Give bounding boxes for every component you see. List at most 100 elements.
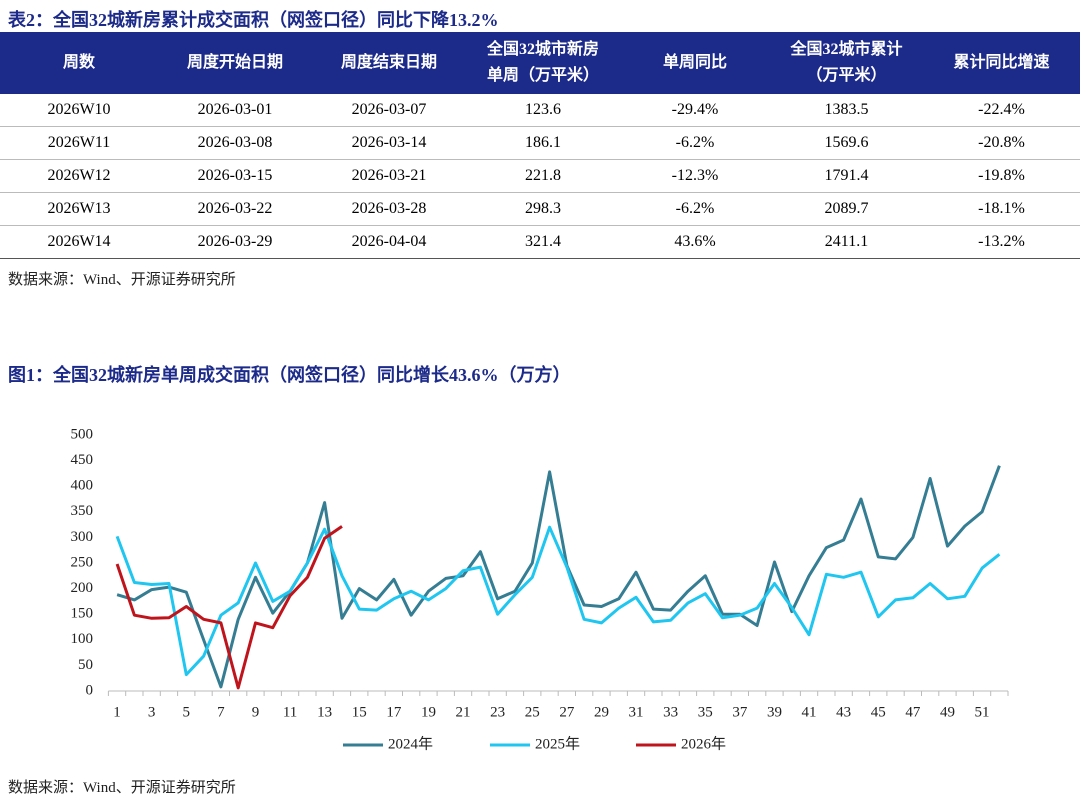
table-cell: 2026-04-04 <box>312 225 466 259</box>
x-tick-label: 5 <box>183 704 191 720</box>
series-line <box>116 465 1001 689</box>
header-text: 累计同比增速 <box>953 54 1050 71</box>
x-tick-label: 11 <box>283 704 297 720</box>
data-table: 周数 周度开始日期 周度结束日期 全国32城市新房 单周（万平米） 单周同比 全国32城市累… <box>0 32 1080 259</box>
x-tick-label: 25 <box>525 704 540 720</box>
table-cell: 2026-03-15 <box>158 159 312 193</box>
y-tick-label: 200 <box>71 580 94 596</box>
table-cell: 2026W11 <box>0 126 158 160</box>
table-row: 2026W11 2026-03-08 2026-03-14 186.1 -6.2% 156… <box>0 126 1080 160</box>
y-tick-label: 400 <box>71 478 94 494</box>
y-tick-label: 250 <box>71 554 94 570</box>
x-tick-label: 31 <box>629 704 644 720</box>
table-row: 2026W12 2026-03-15 2026-03-21 221.8 -12.3% 17… <box>0 159 1080 193</box>
x-tick-label: 15 <box>352 704 367 720</box>
x-tick-label: 45 <box>871 704 886 720</box>
table-cell: 221.8 <box>466 159 620 193</box>
x-tick-label: 9 <box>252 704 260 720</box>
table-cell: -12.3% <box>620 159 770 193</box>
table-cell: 2026-03-22 <box>158 192 312 226</box>
x-tick-label: 7 <box>217 704 225 720</box>
header-text: 周数 <box>62 54 95 71</box>
chart-title: 图1：全国32城新房单周成交面积（网签口径）同比增长43.6%（万方） <box>8 365 571 385</box>
header-cell: 周度开始日期 <box>158 32 312 94</box>
table-row: 2026W10 2026-03-01 2026-03-07 123.6 -29.4% 13… <box>0 94 1080 127</box>
legend-label: 2026年 <box>681 735 726 752</box>
y-tick-label: 50 <box>78 657 93 673</box>
table-cell: -6.2% <box>620 126 770 160</box>
legend-label: 2025年 <box>535 735 580 752</box>
x-tick-label: 21 <box>456 704 471 720</box>
series-line <box>115 525 343 690</box>
table-cell: -22.4% <box>923 94 1080 127</box>
table-cell: 2026-03-14 <box>312 126 466 160</box>
table-cell: 1791.4 <box>770 159 923 193</box>
table-cell: 1569.6 <box>770 126 923 160</box>
x-tick-label: 39 <box>767 704 782 720</box>
header-text: 单周（万平米） <box>486 67 599 84</box>
table-cell: 2026-03-21 <box>312 159 466 193</box>
header-text: 单周同比 <box>662 54 727 71</box>
header-cell: 全国32城市新房 单周（万平米） <box>466 32 620 94</box>
table-cell: 2026W14 <box>0 225 158 259</box>
header-cell: 累计同比增速 <box>923 32 1080 94</box>
y-tick-label: 100 <box>71 631 94 647</box>
table-cell: -19.8% <box>923 159 1080 193</box>
chart-source: 数据来源：Wind、开源证券研究所 <box>8 780 236 796</box>
x-tick-label: 35 <box>698 704 713 720</box>
table-row: 2026W14 2026-03-29 2026-04-04 321.4 43.6% 241… <box>0 225 1080 259</box>
x-tick-label: 41 <box>802 704 817 720</box>
x-tick-label: 3 <box>148 704 156 720</box>
table-cell: 43.6% <box>620 225 770 259</box>
table-cell: -6.2% <box>620 192 770 226</box>
header-cell: 周数 <box>0 32 158 94</box>
y-tick-label: 300 <box>71 529 94 545</box>
table-title: 表2：全国32城新房累计成交面积（网签口径）同比下降13.2% <box>8 10 499 30</box>
header-text: 周度开始日期 <box>186 54 283 71</box>
header-text: 周度结束日期 <box>340 54 437 71</box>
y-tick-label: 350 <box>71 503 94 519</box>
x-tick-label: 47 <box>905 704 921 720</box>
table-cell: 321.4 <box>466 225 620 259</box>
header-cell: 周度结束日期 <box>312 32 466 94</box>
table-source: 数据来源：Wind、开源证券研究所 <box>8 272 236 288</box>
x-tick-label: 29 <box>594 704 609 720</box>
table-cell: 1383.5 <box>770 94 923 127</box>
x-tick-label: 13 <box>317 704 332 720</box>
table-cell: -13.2% <box>923 225 1080 259</box>
x-tick-label: 43 <box>836 704 851 720</box>
series-line <box>115 525 1001 677</box>
header-cell: 全国32城市累计 （万平米） <box>770 32 923 94</box>
x-tick-label: 1 <box>113 704 121 720</box>
header-row: 周数 周度开始日期 周度结束日期 全国32城市新房 单周（万平米） 单周同比 全国32城市累… <box>0 32 1080 94</box>
y-tick-label: 450 <box>71 452 94 468</box>
table-cell: 2026-03-28 <box>312 192 466 226</box>
table-cell: 2089.7 <box>770 192 923 226</box>
table-row: 2026W13 2026-03-22 2026-03-28 298.3 -6.2% 208… <box>0 192 1080 226</box>
table-cell: 186.1 <box>466 126 620 160</box>
y-tick-label: 500 <box>71 426 94 442</box>
table-cell: 2026W10 <box>0 94 158 127</box>
header-text: 全国32城市新房 <box>486 41 599 58</box>
table-cell: 123.6 <box>466 94 620 127</box>
table-cell: 2026-03-29 <box>158 225 312 259</box>
header-text: （万平米） <box>806 67 887 84</box>
x-tick-label: 37 <box>732 704 748 720</box>
legend-label: 2024年 <box>388 735 433 752</box>
table-cell: 2026-03-07 <box>312 94 466 127</box>
x-tick-label: 23 <box>490 704 505 720</box>
table-cell: 2026W12 <box>0 159 158 193</box>
table-cell: 2411.1 <box>770 225 923 259</box>
table-cell: -18.1% <box>923 192 1080 226</box>
table-cell: 2026W13 <box>0 192 158 226</box>
header-cell: 单周同比 <box>620 32 770 94</box>
table-body: 2026W10 2026-03-01 2026-03-07 123.6 -29.4% 13… <box>0 94 1080 259</box>
table-cell: 2026-03-01 <box>158 94 312 127</box>
y-tick-label: 0 <box>86 682 94 698</box>
header-text: 全国32城市累计 <box>790 41 903 58</box>
table-cell: -20.8% <box>923 126 1080 160</box>
table-cell: 298.3 <box>466 192 620 226</box>
y-tick-label: 150 <box>71 606 94 622</box>
